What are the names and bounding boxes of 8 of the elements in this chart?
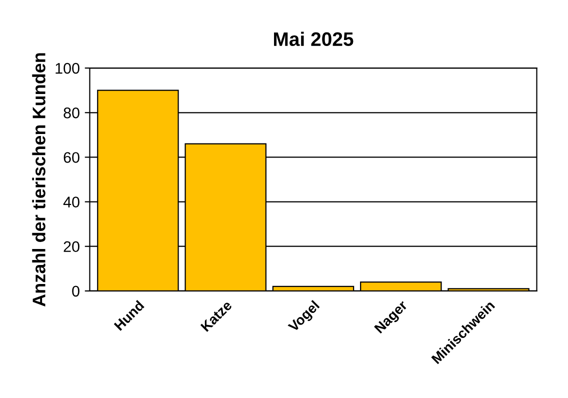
y-axis-title: Anzahl der tierischen Kunden xyxy=(32,53,46,306)
y-tick-label: 40 xyxy=(63,196,80,208)
y-tick-label: 80 xyxy=(64,108,80,118)
y-tick-label: 100 xyxy=(56,62,80,74)
y-tick-label: 20 xyxy=(64,241,80,252)
y-tick-label: 0 xyxy=(72,286,80,297)
chart-title: Mai 2025 xyxy=(274,32,354,46)
y-tick-label: 60 xyxy=(64,152,80,163)
